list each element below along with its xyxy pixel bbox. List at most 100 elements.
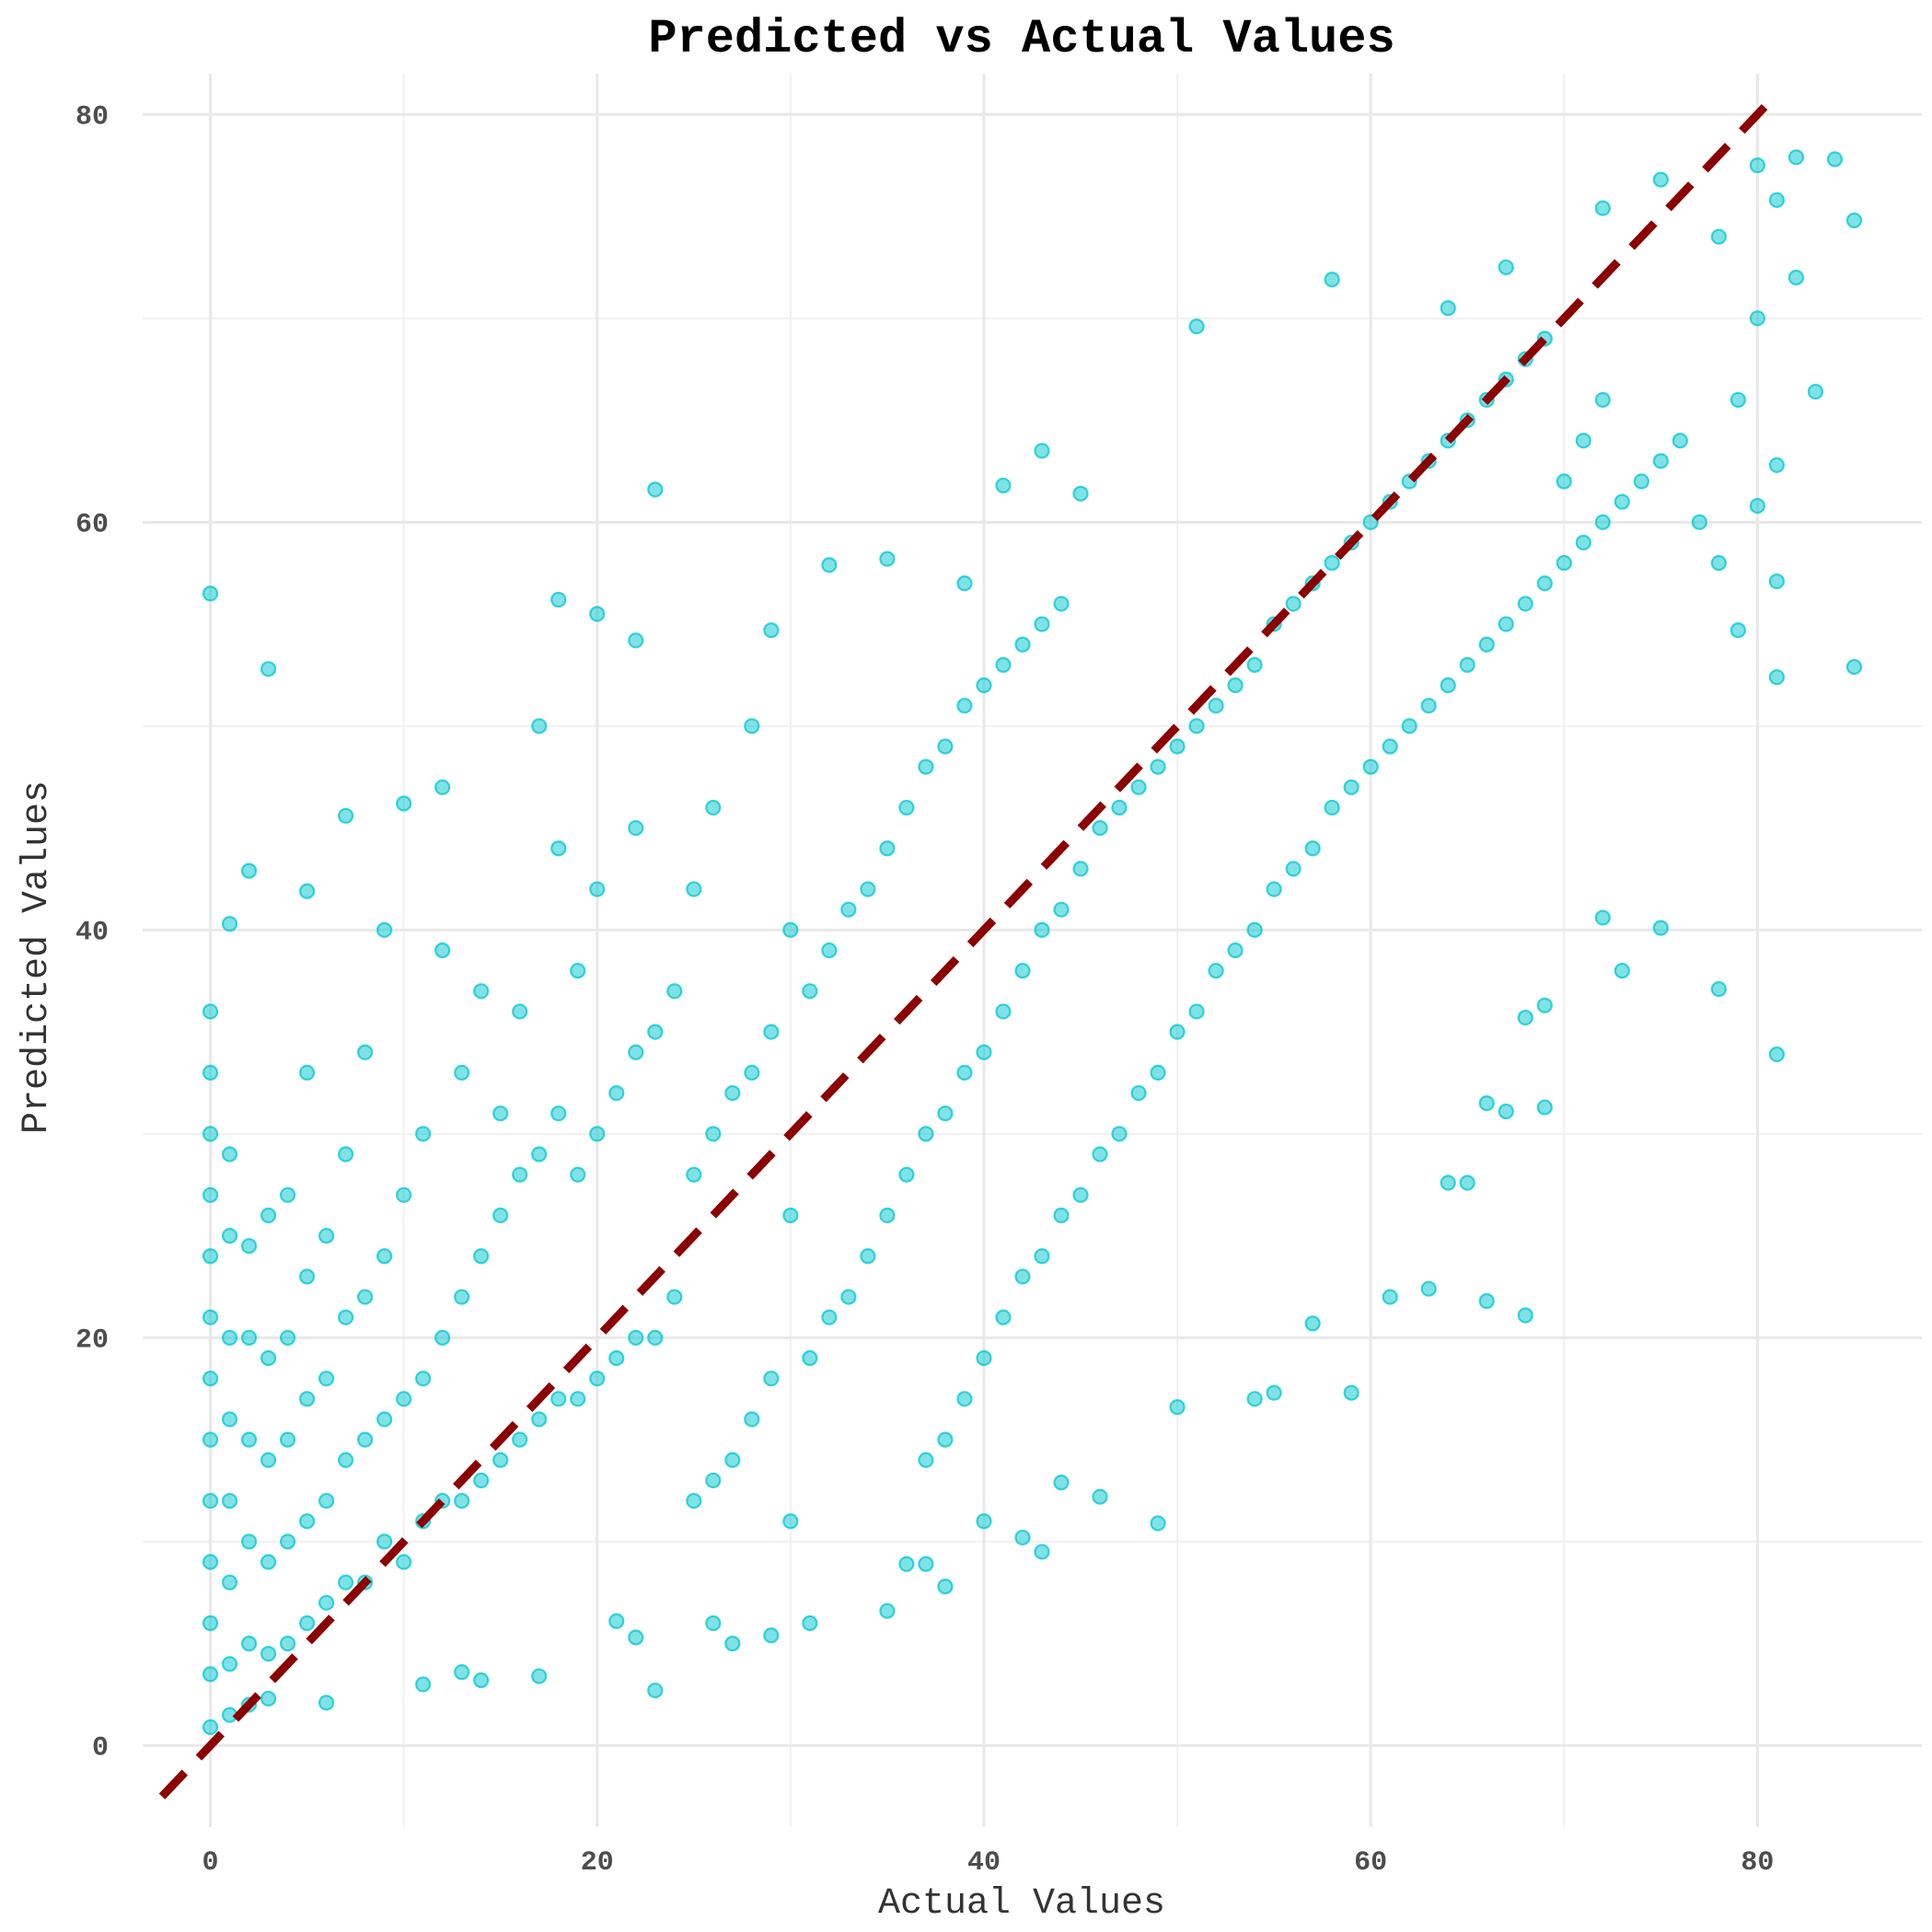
scatter-point: [318, 1695, 335, 1711]
scatter-point: [995, 1003, 1012, 1020]
y-tick-label: 20: [75, 1325, 109, 1356]
scatter-point: [1594, 909, 1611, 926]
scatter-point: [802, 983, 818, 1000]
reference-line-group: [158, 101, 1771, 1799]
scatter-point: [202, 1248, 219, 1265]
scatter-point: [937, 1105, 954, 1122]
scatter-point: [1053, 1207, 1070, 1224]
scatter-point: [1324, 555, 1340, 572]
scatter-point: [202, 1003, 219, 1020]
scatter-point: [492, 1452, 509, 1468]
x-tick-label: 60: [1354, 1847, 1387, 1879]
scatter-point: [705, 1614, 722, 1632]
x-tick-label: 0: [202, 1847, 219, 1879]
scatter-point: [221, 1146, 238, 1163]
scatter-point: [1034, 1544, 1050, 1560]
scatter-point: [666, 1289, 683, 1305]
scatter-point: [1266, 1384, 1282, 1401]
scatter-point: [802, 1614, 818, 1632]
scatter-point: [1536, 1099, 1553, 1116]
scatter-point: [1150, 758, 1166, 775]
scatter-point: [705, 799, 722, 816]
scatter-point: [357, 1431, 374, 1448]
scatter-point: [357, 1044, 374, 1060]
scatter-point: [666, 983, 683, 1000]
scatter-point: [202, 1614, 219, 1632]
scatter-point: [589, 606, 606, 622]
scatter-point: [1845, 212, 1863, 229]
scatter-point: [879, 550, 896, 567]
scatter-point: [1362, 514, 1379, 530]
scatter-point: [1246, 656, 1263, 673]
scatter-point: [1710, 228, 1727, 245]
scatter-point: [1749, 310, 1766, 327]
scatter-point: [628, 1629, 644, 1646]
scatter-point: [1130, 1084, 1147, 1102]
scatter-point: [1072, 1186, 1089, 1203]
scatter-point: [570, 1166, 586, 1183]
scatter-point: [821, 557, 838, 573]
scatter-point: [260, 1207, 277, 1224]
scatter-point: [279, 1186, 296, 1203]
scatter-point: [240, 1238, 258, 1255]
scatter-point: [1517, 1307, 1533, 1324]
scatter-point: [1420, 698, 1437, 714]
scatter-point: [589, 1371, 606, 1387]
scatter-point: [647, 481, 664, 498]
scatter-point: [647, 1329, 664, 1346]
scatter-point: [763, 622, 780, 639]
scatter-point: [1188, 718, 1205, 735]
scatter-point: [1014, 1529, 1031, 1546]
scatter-point: [1382, 1289, 1398, 1305]
scatter-point: [724, 1636, 741, 1652]
scatter-point: [376, 1533, 393, 1550]
scatter-point: [318, 1371, 335, 1387]
scatter-point: [1787, 269, 1805, 286]
scatter-point: [879, 840, 896, 857]
scatter-point: [647, 1682, 664, 1699]
scatter-point: [1498, 259, 1514, 276]
scatter-point: [298, 1391, 316, 1407]
scatter-point: [1034, 1248, 1050, 1265]
scatter-point: [396, 1186, 412, 1203]
scatter-point: [240, 862, 258, 879]
scatter-point: [1749, 498, 1766, 515]
scatter-point: [802, 1349, 818, 1367]
scatter-point: [1188, 318, 1205, 335]
scatter-point: [240, 1636, 258, 1652]
scatter-point: [1459, 1174, 1475, 1191]
scatter-point: [279, 1329, 296, 1346]
x-tick-label: 80: [1741, 1847, 1774, 1879]
scatter-point: [918, 1556, 934, 1572]
scatter-point: [260, 1349, 277, 1367]
grid-lines: [143, 74, 1922, 1827]
scatter-point: [531, 1668, 548, 1684]
scatter-point: [1652, 171, 1669, 188]
scatter-point: [1034, 921, 1050, 938]
scatter-point: [240, 1533, 258, 1550]
scatter-point: [318, 1492, 335, 1510]
scatter-point: [956, 575, 973, 592]
scatter-point: [840, 1289, 857, 1305]
scatter-point: [1614, 963, 1630, 979]
scatter-point: [1575, 534, 1591, 551]
scatter-point: [1498, 616, 1514, 632]
scatter-point: [1768, 669, 1786, 686]
y-tick-label: 40: [75, 917, 109, 948]
scatter-point: [376, 921, 393, 938]
scatter-point: [995, 477, 1012, 494]
scatter-point: [1304, 1315, 1321, 1332]
scatter-point: [1826, 151, 1844, 168]
scatter-point: [628, 632, 644, 649]
scatter-point: [1807, 383, 1824, 400]
scatter-point: [318, 1228, 335, 1244]
scatter-point: [202, 1666, 219, 1683]
scatter-point: [976, 1513, 992, 1530]
scatter-point: [1246, 921, 1263, 938]
scatter-point: [550, 840, 567, 857]
scatter-point: [1768, 191, 1786, 208]
scatter-point: [1169, 1024, 1186, 1040]
x-tick-label: 20: [581, 1847, 614, 1879]
scatter-point: [454, 1064, 470, 1082]
scatter-point: [724, 1084, 741, 1102]
